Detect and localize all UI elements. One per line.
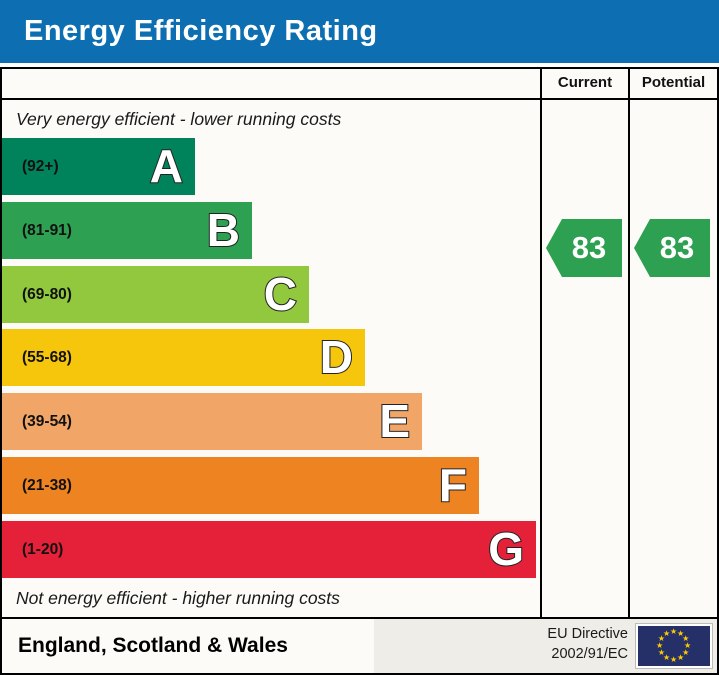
caption-not-efficient: Not energy efficient - higher running co… [16,588,340,608]
band-b: (81-91) B [2,202,252,259]
band-d-letter: D [319,330,354,384]
band-b-range: (81-91) [22,221,72,239]
band-a-letter: A [149,139,184,193]
band-c-letter: C [263,267,298,321]
band-g-letter: G [487,522,525,576]
band-d: (55-68) D [2,329,365,386]
eu-flag-star: ★ [657,648,666,657]
eu-flag-star: ★ [670,655,678,664]
eu-flag-star: ★ [656,641,664,650]
band-f-letter: F [438,458,468,512]
divider-potential-column [628,67,630,617]
band-e-letter: E [378,394,411,448]
divider-footer-row [0,617,719,619]
eu-flag-star: ★ [663,628,671,638]
band-a: (92+) A [2,138,195,195]
eu-flag-star: ★ [657,634,666,643]
caption-very-efficient: Very energy efficient - lower running co… [16,109,342,129]
band-f: (21-38) F [2,457,479,514]
column-header-current: Current [557,74,613,91]
page-title: Energy Efficiency Rating [24,15,378,47]
band-d-range: (55-68) [22,348,72,366]
eu-flag-star: ★ [682,634,690,643]
eu-directive-line1: EU Directive [547,626,628,642]
band-g-range: (1-20) [22,540,64,558]
divider-current-column [540,67,542,617]
divider-header-row [0,98,719,100]
title-bar: Energy Efficiency Rating [0,0,719,63]
band-c: (69-80) C [2,266,309,323]
eu-flag-star: ★ [682,648,690,657]
potential-rating-arrow: 83 [634,219,710,277]
band-a-range: (92+) [22,157,59,175]
eu-flag-star: ★ [663,653,671,663]
eu-flag-star: ★ [670,627,678,636]
eu-flag-star: ★ [684,641,692,650]
eu-flag-star: ★ [677,653,685,663]
current-rating-value: 83 [571,230,607,265]
band-c-range: (69-80) [22,285,72,303]
band-b-letter: B [206,203,241,257]
current-rating-arrow: 83 [546,219,622,277]
eu-flag: ★ ★ ★ ★ ★ ★ ★ ★ ★ ★ ★ ★ [636,624,712,668]
potential-rating-value: 83 [659,230,695,265]
band-g: (1-20) G [2,521,536,578]
band-f-range: (21-38) [22,476,72,494]
footer-region-label: England, Scotland & Wales [18,634,288,657]
eu-directive-label: EU Directive 2002/91/EC [440,624,628,664]
column-header-potential: Potential [641,74,706,91]
eu-directive-line2: 2002/91/EC [551,646,628,662]
band-e-range: (39-54) [22,412,72,430]
band-e: (39-54) E [2,393,422,450]
eu-flag-star: ★ [677,628,685,638]
